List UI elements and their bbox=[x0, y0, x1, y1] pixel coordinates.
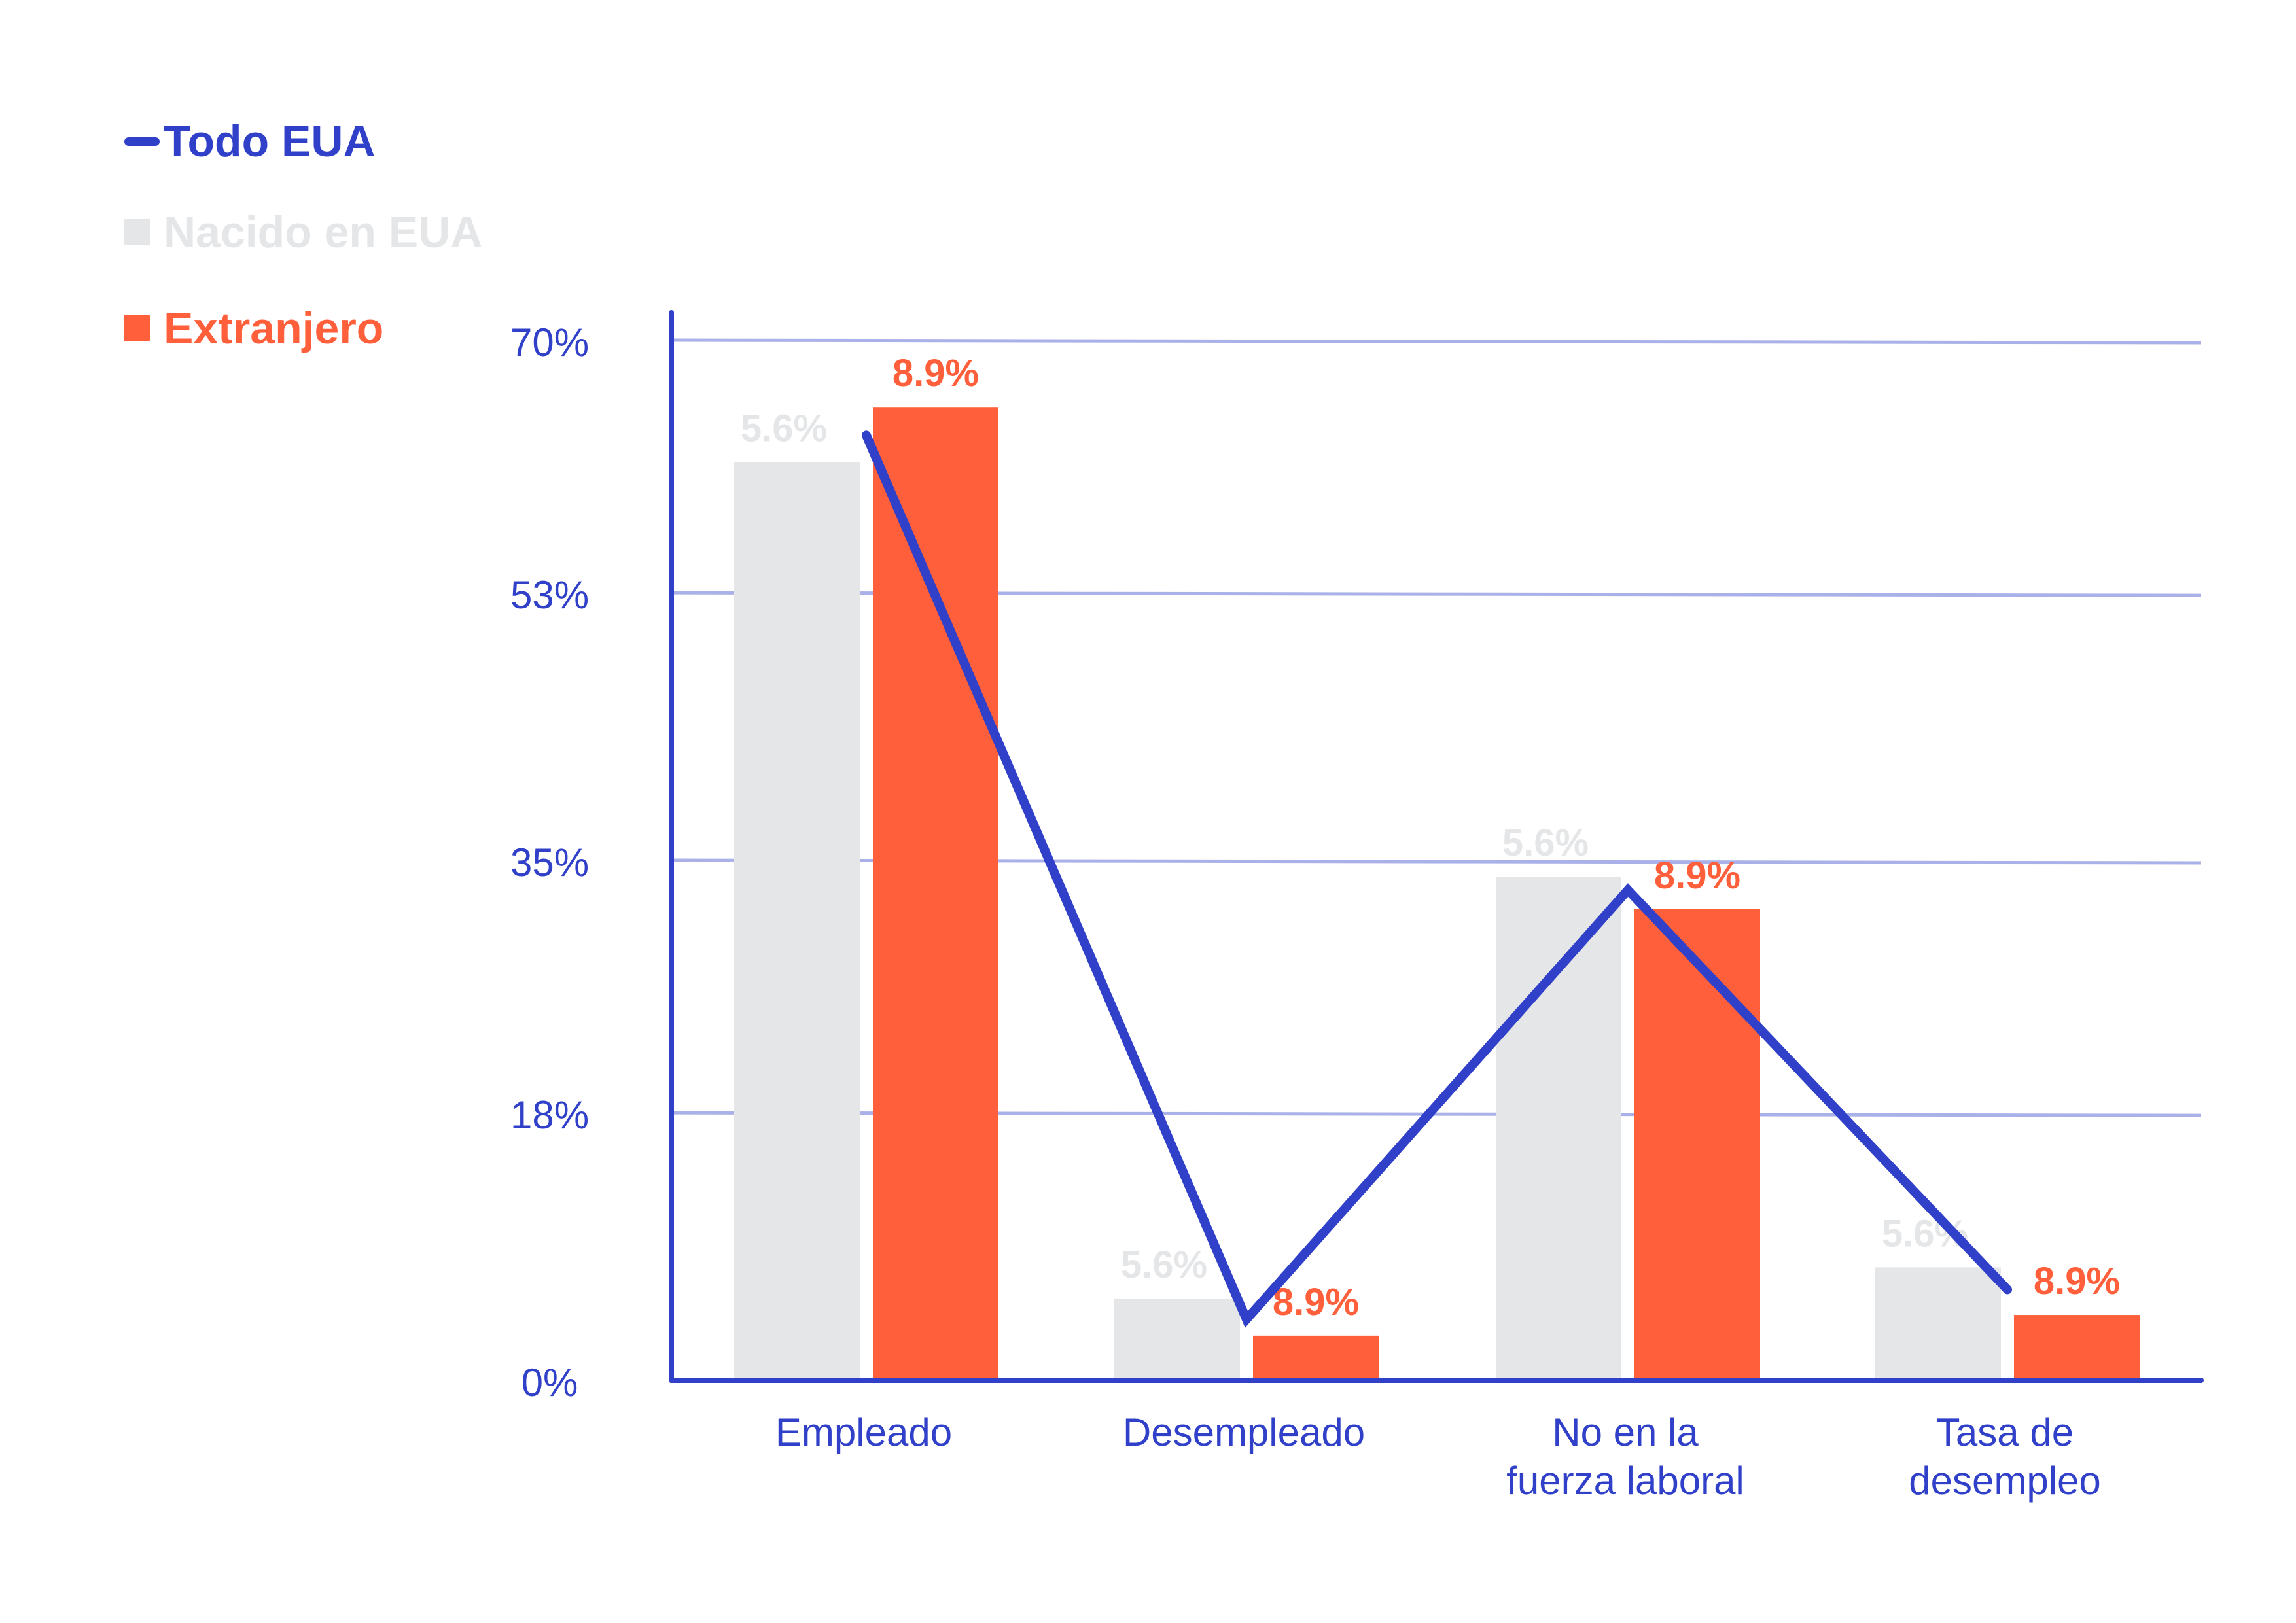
axes bbox=[669, 310, 2204, 1383]
legend-item-todo-eua: Todo EUA bbox=[124, 109, 376, 174]
legend-item-nacido-en-eua: Nacido en EUA bbox=[124, 200, 482, 265]
y-axis-tick-labels: 0% 18% 35% 53% 70% bbox=[510, 321, 589, 1405]
x-tick-label-line: Tasa de bbox=[1936, 1410, 2074, 1454]
gridline bbox=[671, 338, 2202, 345]
x-tick-label-line: fuerza laboral bbox=[1506, 1459, 1744, 1503]
bar-nacido-en-eua bbox=[1496, 876, 1621, 1380]
data-label-extranjero: 8.9% bbox=[1654, 854, 1740, 897]
legend-label: Nacido en EUA bbox=[164, 207, 483, 257]
legend-label: Todo EUA bbox=[164, 116, 376, 166]
bar-extranjero bbox=[1253, 1335, 1379, 1380]
bar-nacido-en-eua bbox=[1114, 1299, 1240, 1380]
bar-extranjero bbox=[873, 407, 998, 1380]
line-todo-eua bbox=[862, 430, 2012, 1328]
line-series bbox=[862, 430, 2012, 1328]
y-tick-label: 70% bbox=[510, 321, 589, 364]
x-tick-label: Tasa de desempleo bbox=[1909, 1410, 2101, 1503]
x-axis-tick-labels: Empleado Desempleado No en la fuerza labora… bbox=[775, 1410, 2101, 1503]
y-tick-label: 0% bbox=[521, 1361, 578, 1405]
bar-nacido-en-eua bbox=[1875, 1267, 2001, 1380]
data-label-nacido-en-eua: 5.6% bbox=[741, 407, 827, 449]
legend-line-icon bbox=[124, 137, 160, 146]
data-label-extranjero: 8.9% bbox=[892, 352, 979, 394]
x-tick-label: No en la fuerza laboral bbox=[1506, 1410, 1744, 1503]
legend-square-icon bbox=[124, 219, 150, 245]
legend-label: Extranjero bbox=[164, 304, 384, 353]
x-tick-label-line: Empleado bbox=[775, 1410, 952, 1454]
y-tick-label: 18% bbox=[510, 1093, 589, 1137]
bar-extranjero bbox=[2014, 1315, 2140, 1380]
data-label-extranjero: 8.9% bbox=[2034, 1260, 2120, 1302]
data-label-nacido-en-eua: 5.6% bbox=[1121, 1244, 1207, 1286]
data-label-extranjero: 8.9% bbox=[1273, 1281, 1359, 1323]
bar-nacido-en-eua bbox=[734, 462, 860, 1381]
bar-extranjero bbox=[1634, 909, 1760, 1380]
data-label-nacido-en-eua: 5.6% bbox=[1502, 822, 1589, 864]
x-tick-label: Desempleado bbox=[1123, 1410, 1365, 1454]
legend-item-extranjero: Extranjero bbox=[124, 296, 383, 361]
legend-square-icon bbox=[124, 315, 150, 341]
x-tick-label: Empleado bbox=[775, 1410, 952, 1454]
x-tick-label-line: desempleo bbox=[1909, 1459, 2101, 1503]
y-tick-label: 35% bbox=[510, 841, 589, 884]
x-tick-label-line: Desempleado bbox=[1123, 1410, 1365, 1454]
x-tick-label-line: No en la bbox=[1552, 1410, 1699, 1454]
bars bbox=[734, 407, 2140, 1381]
y-tick-label: 53% bbox=[510, 573, 589, 617]
